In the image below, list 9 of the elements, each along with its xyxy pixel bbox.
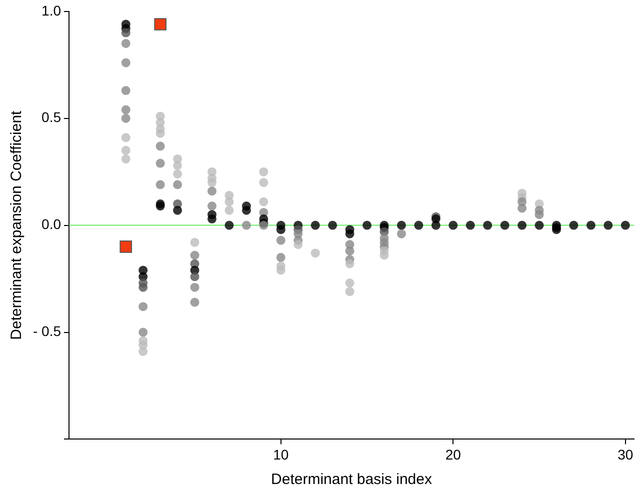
x-tick-label: 10 xyxy=(273,446,289,462)
x-axis-title: Determinant basis index xyxy=(271,471,432,488)
y-tick-label: - 0.5 xyxy=(33,323,62,340)
y-axis-title: Determinant expansion Coefficient xyxy=(8,110,26,340)
y-tick-label: 0.5 xyxy=(42,109,62,126)
y-tick-label: 1.0 xyxy=(42,2,62,18)
y-tick-label: 0.0 xyxy=(42,216,62,232)
x-tick-label: 20 xyxy=(445,446,462,462)
x-tick-label: 30 xyxy=(618,446,634,462)
